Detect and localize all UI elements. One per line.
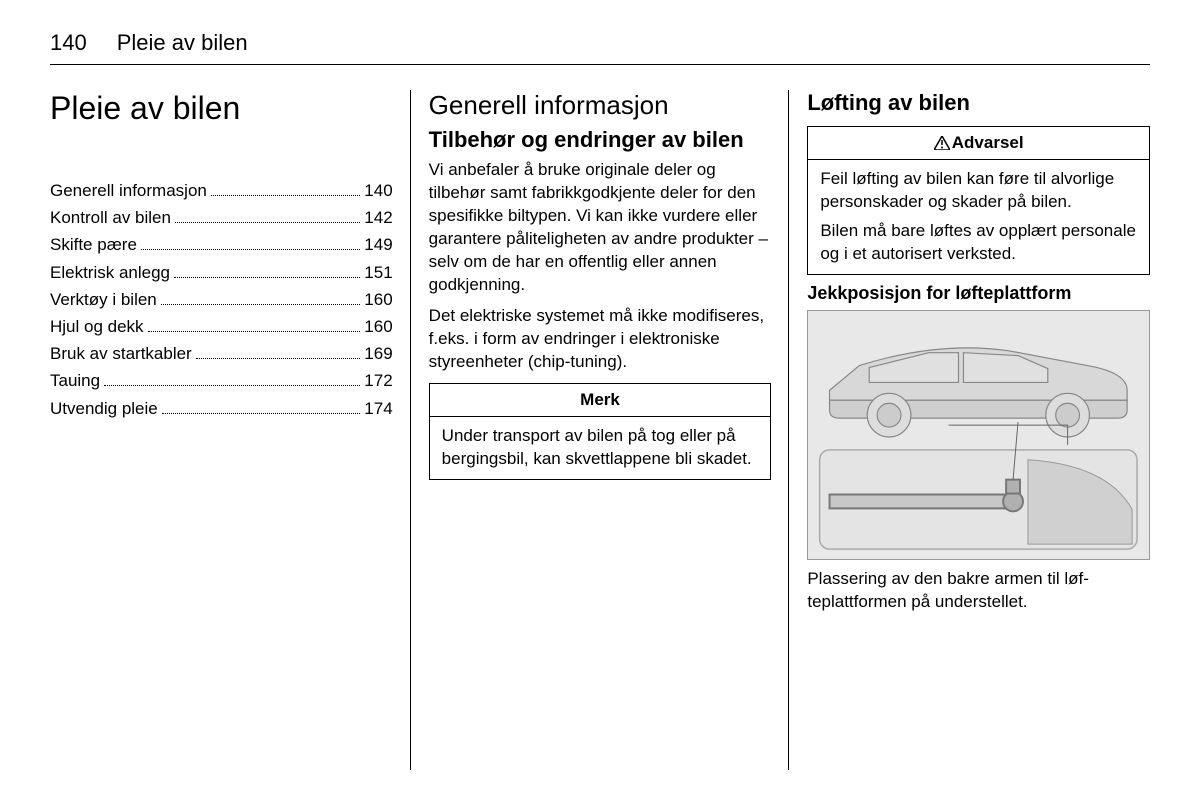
warning-label: Advarsel <box>952 133 1024 152</box>
toc-row: Verktøy i bilen 160 <box>50 286 393 313</box>
chapter-title: Pleie av bilen <box>117 30 248 56</box>
header-rule <box>50 64 1150 65</box>
toc-page: 149 <box>364 231 392 258</box>
column-1: Pleie av bilen Generell informasjon 140K… <box>50 90 411 770</box>
toc-dots <box>162 413 361 414</box>
section-title: Pleie av bilen <box>50 90 393 127</box>
toc-dots <box>148 331 361 332</box>
heading-jack-position: Jekkposisjon for løfteplattform <box>807 283 1150 304</box>
toc-dots <box>175 222 360 223</box>
toc-row: Hjul og dekk 160 <box>50 313 393 340</box>
car-illustration-svg <box>808 311 1149 559</box>
heading-lifting: Løfting av bilen <box>807 90 1150 116</box>
toc-page: 160 <box>364 286 392 313</box>
figure-caption: Plassering av den bakre armen til løf­te… <box>807 568 1150 614</box>
paragraph: Vi anbefaler å bruke originale deler og … <box>429 159 772 297</box>
toc-page: 151 <box>364 259 392 286</box>
heading-general-info: Generell informasjon <box>429 90 772 121</box>
lift-position-figure <box>807 310 1150 560</box>
toc-dots <box>196 358 361 359</box>
toc-dots <box>174 277 360 278</box>
toc-page: 174 <box>364 395 392 422</box>
toc-row: Elektrisk anlegg 151 <box>50 259 393 286</box>
toc-dots <box>141 249 360 250</box>
page-number: 140 <box>50 30 87 56</box>
toc-dots <box>161 304 361 305</box>
toc-row: Skifte pære 149 <box>50 231 393 258</box>
toc-page: 140 <box>364 177 392 204</box>
toc-row: Bruk av startkabler 169 <box>50 340 393 367</box>
toc-row: Generell informasjon 140 <box>50 177 393 204</box>
warning-box: Advarsel Feil løfting av bilen kan føre … <box>807 126 1150 275</box>
note-box: Merk Under transport av bilen på tog el­… <box>429 383 772 480</box>
toc-dots <box>104 385 360 386</box>
toc-page: 172 <box>364 367 392 394</box>
toc-label: Hjul og dekk <box>50 313 144 340</box>
warning-paragraph: Bilen må bare løftes av opplært personal… <box>820 220 1137 266</box>
warning-title: Advarsel <box>808 127 1149 160</box>
heading-accessories: Tilbehør og endringer av bilen <box>429 127 772 153</box>
warning-body: Feil løfting av bilen kan føre til al­vo… <box>808 160 1149 274</box>
toc-page: 160 <box>364 313 392 340</box>
toc-label: Generell informasjon <box>50 177 207 204</box>
column-3: Løfting av bilen Advarsel Feil løfting a… <box>789 90 1150 770</box>
toc-label: Verktøy i bilen <box>50 286 157 313</box>
toc-label: Skifte pære <box>50 231 137 258</box>
toc-row: Kontroll av bilen 142 <box>50 204 393 231</box>
toc-label: Bruk av startkabler <box>50 340 192 367</box>
toc-row: Utvendig pleie 174 <box>50 395 393 422</box>
toc-label: Utvendig pleie <box>50 395 158 422</box>
toc-label: Tauing <box>50 367 100 394</box>
paragraph: Det elektriske systemet må ikke mo­difis… <box>429 305 772 374</box>
column-2: Generell informasjon Tilbehør og endring… <box>411 90 790 770</box>
warning-icon <box>934 133 950 153</box>
toc: Generell informasjon 140Kontroll av bile… <box>50 177 393 422</box>
toc-page: 142 <box>364 204 392 231</box>
warning-paragraph: Feil løfting av bilen kan føre til al­vo… <box>820 168 1137 214</box>
toc-dots <box>211 195 360 196</box>
toc-label: Kontroll av bilen <box>50 204 171 231</box>
note-body: Under transport av bilen på tog el­ler p… <box>430 417 771 479</box>
note-title: Merk <box>430 384 771 417</box>
toc-label: Elektrisk anlegg <box>50 259 170 286</box>
toc-page: 169 <box>364 340 392 367</box>
toc-row: Tauing 172 <box>50 367 393 394</box>
page-header: 140 Pleie av bilen <box>50 30 1150 56</box>
